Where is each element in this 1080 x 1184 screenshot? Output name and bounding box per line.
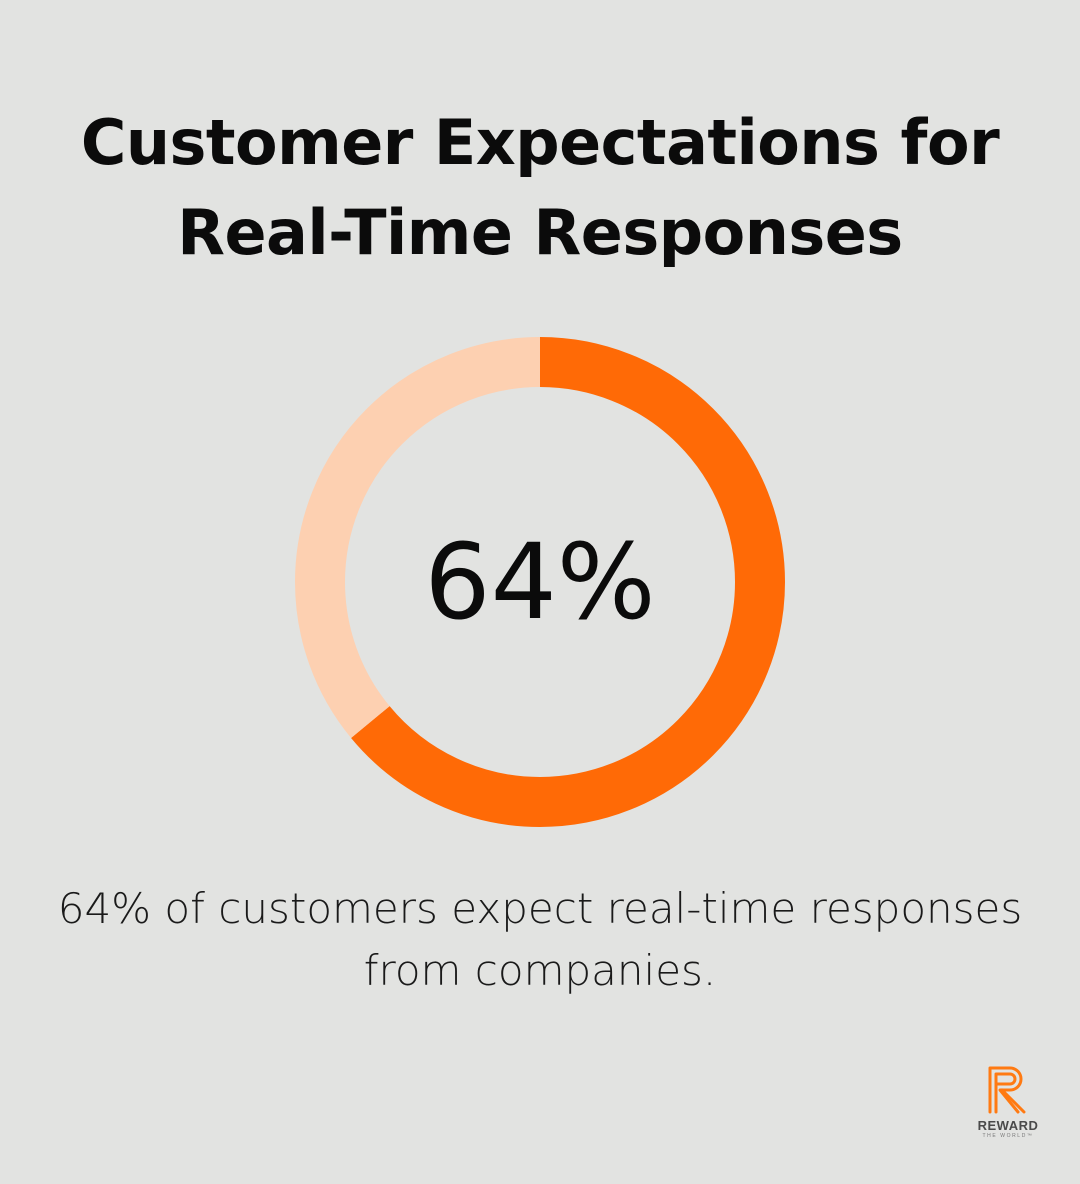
- donut-center-value: 64%: [424, 521, 655, 643]
- logo-subtext: THE WORLD™: [982, 1133, 1034, 1139]
- donut-slice-2: [295, 337, 785, 827]
- donut-chart: 64%: [290, 332, 790, 832]
- donut-chart-svg: 64%: [295, 337, 785, 827]
- reward-r-logo-icon: [988, 1066, 1026, 1114]
- chart-caption-line-2: from companies.: [363, 946, 717, 995]
- chart-title-line-1: Customer Expectations for: [80, 106, 1000, 179]
- chart-caption-line-1: 64% of customers expect real-time respon…: [57, 884, 1023, 933]
- chart-title-line-2: Real-Time Responses: [177, 196, 903, 269]
- reward-logo: REWARD THE WORLD™: [966, 1064, 1050, 1156]
- logo-text: REWARD: [977, 1118, 1039, 1133]
- chart-caption: 64% of customers expect real-time respon…: [20, 878, 1060, 1002]
- chart-title: Customer Expectations for Real-Time Resp…: [0, 98, 1080, 278]
